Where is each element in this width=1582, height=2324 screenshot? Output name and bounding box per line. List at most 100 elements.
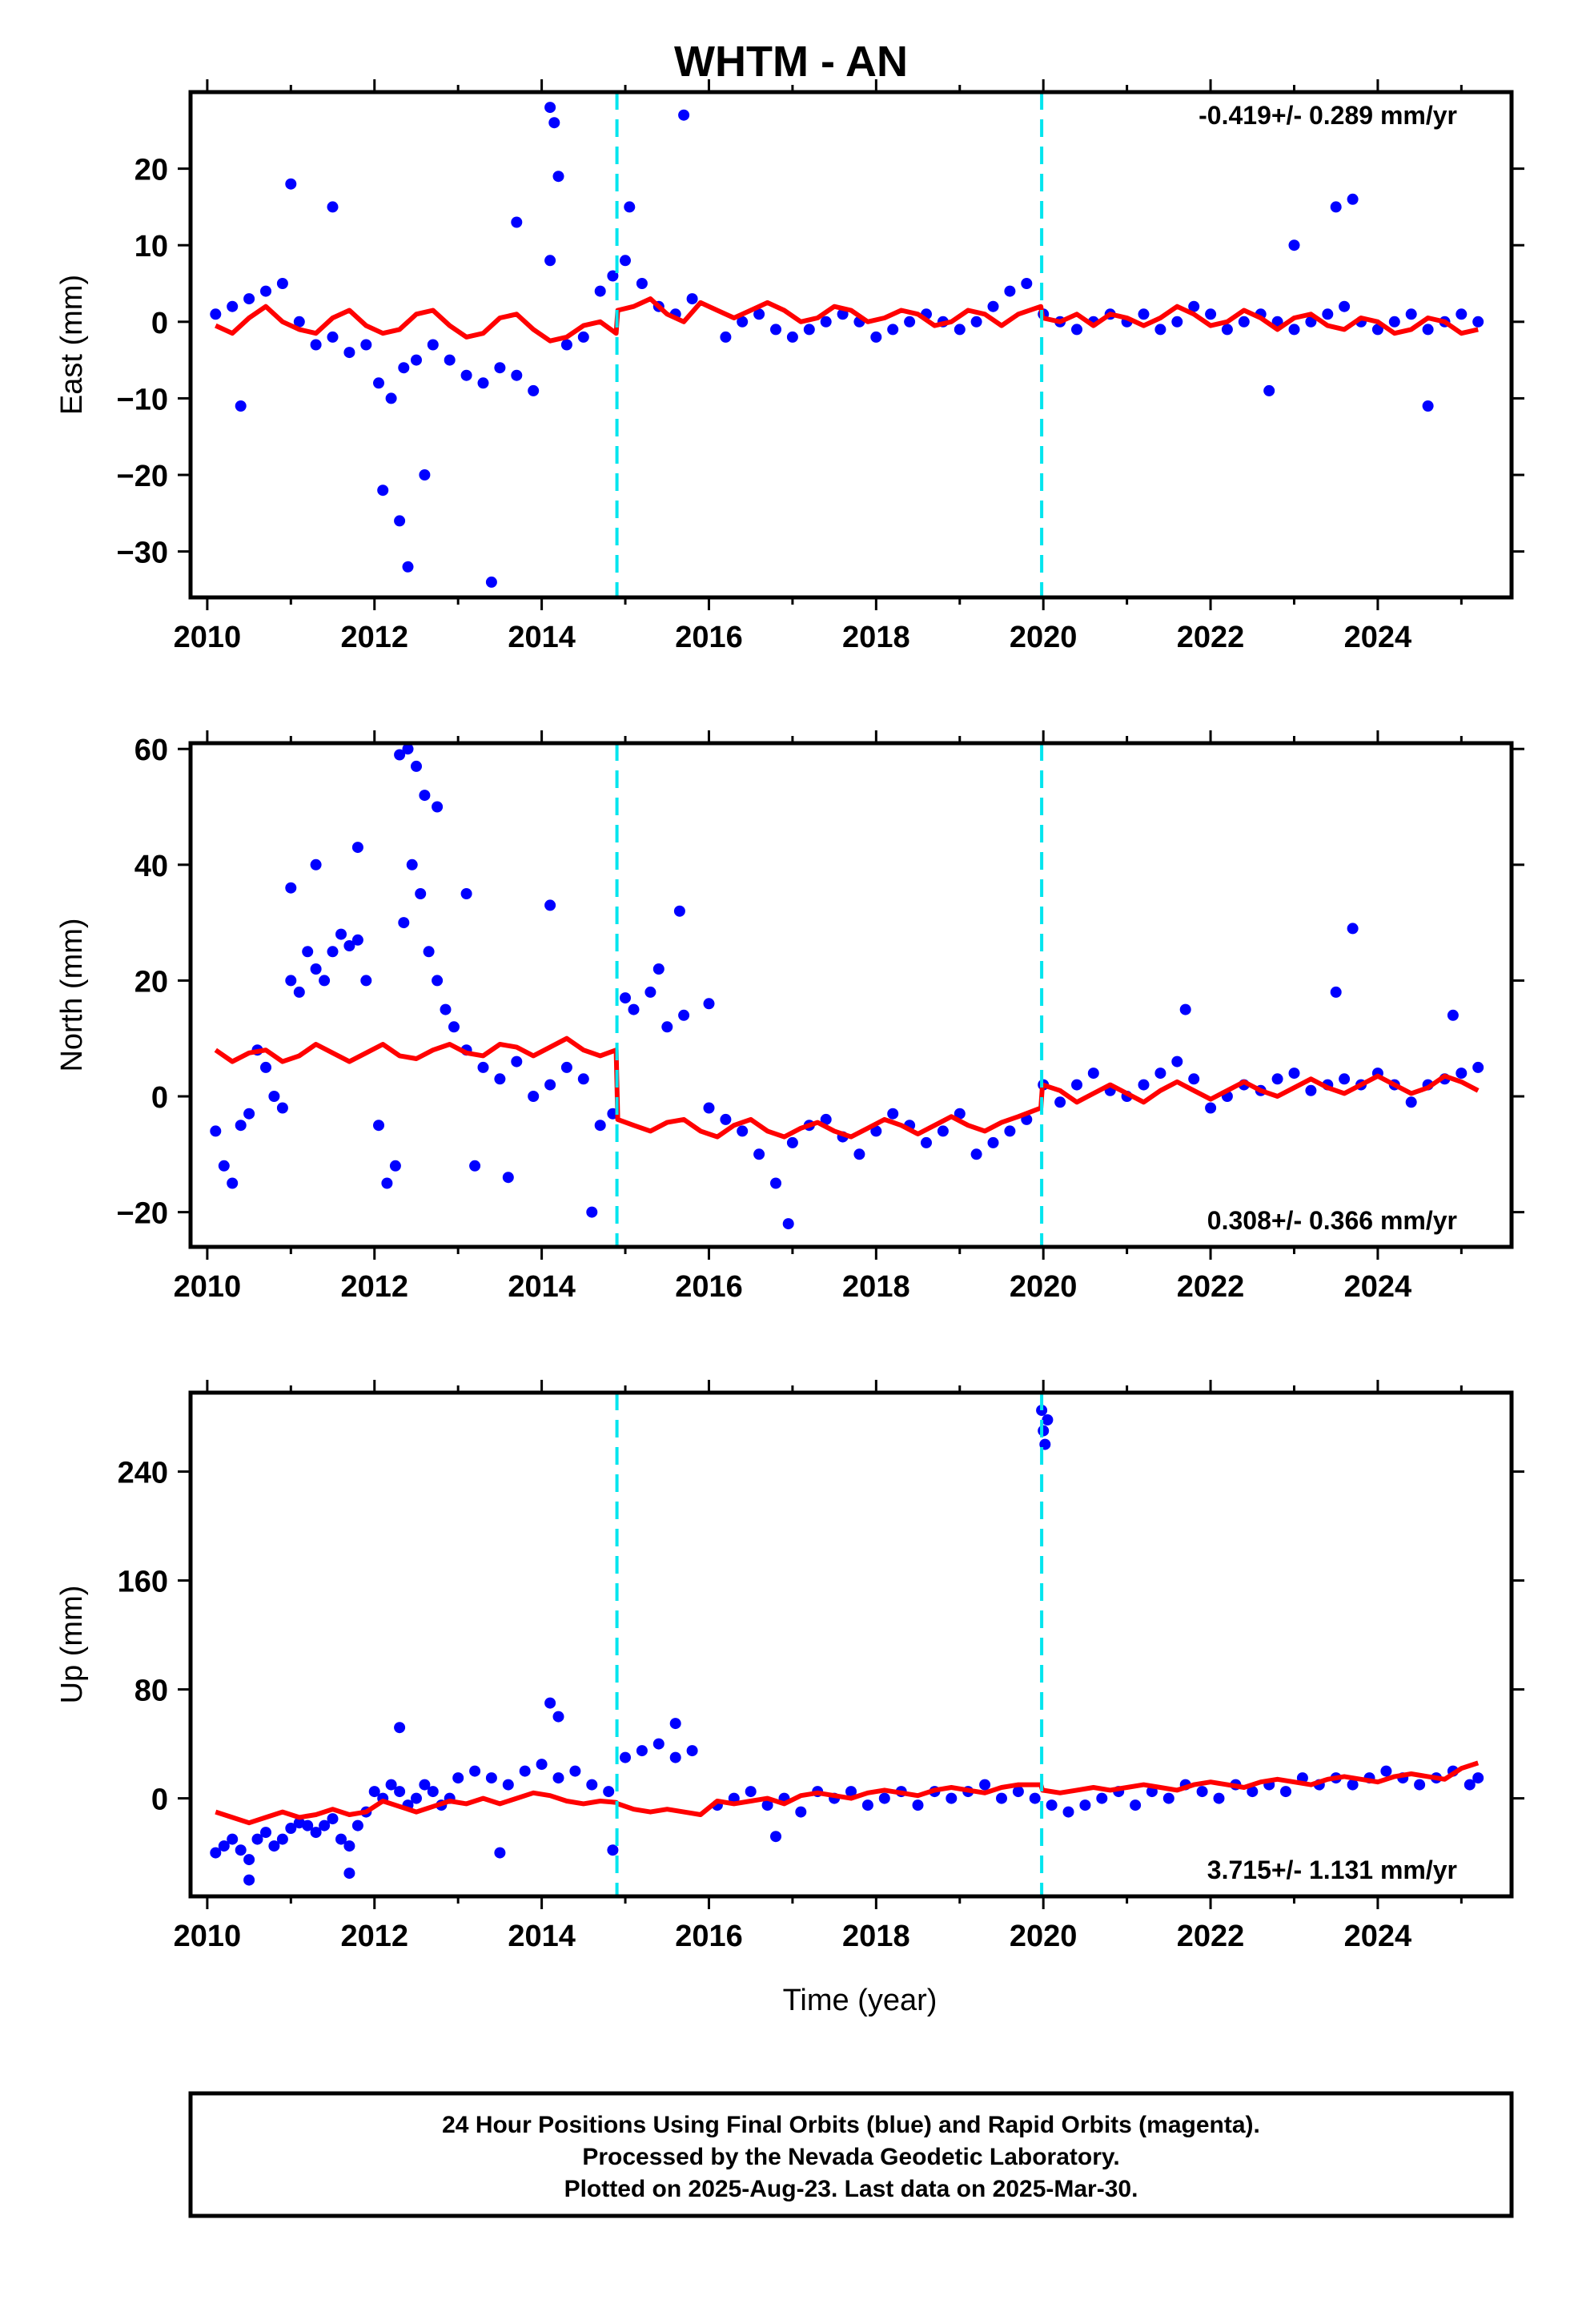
data-point <box>394 749 406 761</box>
data-point <box>1414 1779 1426 1791</box>
data-point <box>427 1786 439 1798</box>
data-point <box>494 362 506 374</box>
data-point <box>368 1786 380 1798</box>
data-point <box>1046 1799 1058 1811</box>
data-point <box>603 1786 615 1798</box>
data-point <box>753 1148 765 1160</box>
x-tick-label: 2010 <box>174 1270 242 1304</box>
data-point <box>1271 316 1283 328</box>
data-point <box>398 362 410 374</box>
data-point <box>427 339 439 351</box>
data-point <box>1472 1061 1484 1073</box>
data-point <box>402 561 414 573</box>
data-point <box>1054 1096 1066 1108</box>
footer-frame <box>188 2091 1514 2218</box>
data-point <box>1138 308 1150 320</box>
plot-area <box>210 743 1484 1230</box>
x-tick-label: 2016 <box>675 1920 743 1953</box>
data-point <box>552 171 564 183</box>
data-point <box>887 324 899 336</box>
data-point <box>673 905 685 917</box>
data-point <box>1188 300 1200 312</box>
data-point <box>1038 1425 1050 1437</box>
data-point <box>419 790 431 802</box>
data-point <box>310 1827 322 1839</box>
data-point <box>1339 1073 1351 1085</box>
data-point <box>536 1759 548 1771</box>
data-point <box>1171 1055 1183 1068</box>
data-point <box>803 324 815 336</box>
data-point <box>861 1799 873 1811</box>
data-point <box>770 1831 781 1843</box>
data-point <box>1004 285 1016 297</box>
data-point <box>1130 1799 1142 1811</box>
x-tick-label: 2012 <box>340 1920 408 1953</box>
data-point <box>210 308 222 320</box>
data-point <box>327 946 339 958</box>
data-point <box>477 377 489 389</box>
data-point <box>1288 1068 1300 1080</box>
data-point <box>996 1792 1007 1804</box>
data-point <box>285 1823 297 1834</box>
data-point <box>594 1120 606 1132</box>
data-point <box>1380 1765 1392 1777</box>
data-point <box>276 278 288 289</box>
x-tick-label: 2024 <box>1344 1270 1412 1304</box>
data-point <box>636 278 648 289</box>
data-point <box>979 1779 991 1791</box>
data-point <box>1087 1068 1099 1080</box>
rate-label: -0.419+/- 0.289 mm/yr <box>1199 101 1457 130</box>
x-tick-label: 2012 <box>340 1270 408 1304</box>
data-point <box>440 1003 452 1015</box>
data-point <box>887 1108 899 1120</box>
data-point <box>1096 1792 1108 1804</box>
y-axis-label: Up (mm) <box>55 1586 89 1704</box>
data-point <box>235 1120 247 1132</box>
data-point <box>820 1113 832 1125</box>
x-tick-label: 2014 <box>508 1920 576 1953</box>
y-tick-label: −20 <box>117 1197 168 1231</box>
data-point <box>485 1772 497 1784</box>
data-point <box>795 1806 807 1818</box>
data-point <box>1456 1068 1468 1080</box>
data-point <box>560 339 572 351</box>
data-point <box>460 369 472 381</box>
data-point <box>1472 316 1484 328</box>
data-point <box>276 1102 288 1114</box>
data-point <box>820 316 832 328</box>
data-point <box>285 975 297 987</box>
x-tick-label: 2020 <box>1010 621 1078 654</box>
data-point <box>218 1840 230 1852</box>
x-tick-label: 2014 <box>508 621 576 654</box>
data-point <box>251 1833 263 1845</box>
data-point <box>703 1102 715 1114</box>
data-point <box>394 1722 406 1734</box>
model-curve <box>215 296 1479 344</box>
data-point <box>285 178 297 190</box>
data-point <box>502 1779 514 1791</box>
data-point <box>720 331 732 343</box>
data-point <box>586 1206 598 1218</box>
data-point <box>260 1061 271 1073</box>
x-tick-label: 2018 <box>842 1270 910 1304</box>
data-point <box>385 392 397 404</box>
x-tick-label: 2022 <box>1177 621 1245 654</box>
y-tick-label: 20 <box>135 154 168 187</box>
data-point <box>494 1073 506 1085</box>
data-point <box>343 1868 355 1880</box>
data-point <box>373 1120 384 1132</box>
data-point <box>652 1738 665 1750</box>
data-point <box>1405 308 1417 320</box>
data-point <box>628 1003 640 1015</box>
rate-label: 0.308+/- 0.366 mm/yr <box>1207 1206 1457 1235</box>
plot-frame <box>188 1390 1514 1899</box>
data-point <box>511 369 523 381</box>
data-point <box>494 1847 506 1859</box>
data-point <box>870 331 882 343</box>
data-point <box>544 102 556 114</box>
data-point <box>310 963 322 975</box>
data-point <box>737 1125 749 1137</box>
data-point <box>432 801 444 813</box>
data-point <box>511 1055 523 1068</box>
data-point <box>477 1061 489 1073</box>
